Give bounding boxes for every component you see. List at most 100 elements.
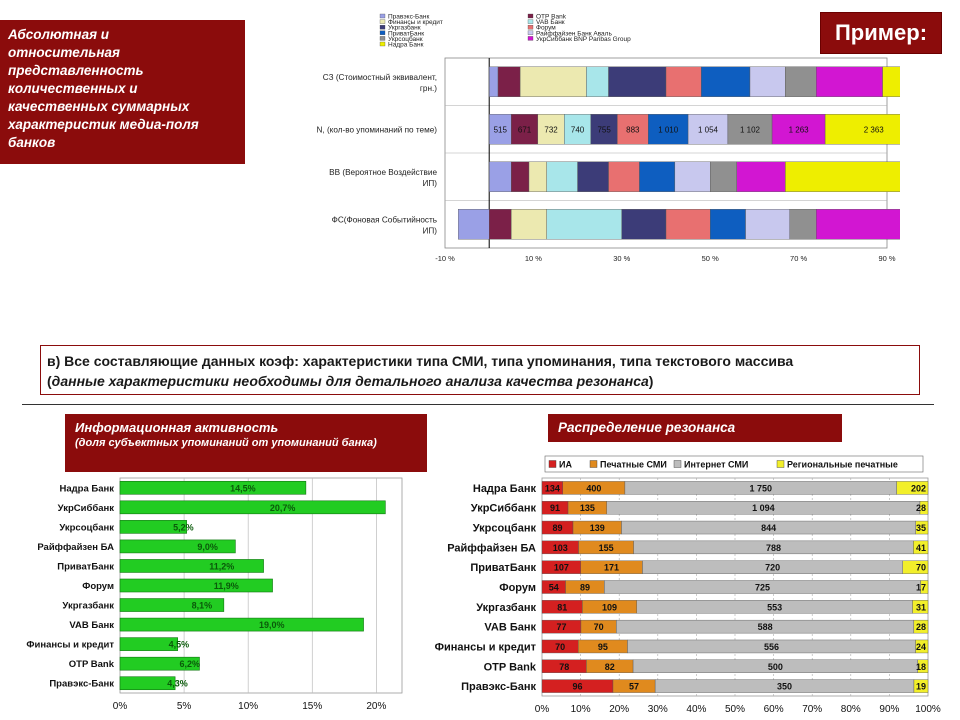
right-bar-label: 1 094: [752, 503, 775, 513]
right-bar-label: 89: [580, 583, 590, 593]
legend-swatch: [548, 460, 557, 468]
right-bar-label: 70: [594, 622, 604, 632]
top-bar-segment: [701, 66, 751, 97]
right-bar-label: 134: [545, 483, 560, 493]
legend-swatch: [673, 460, 682, 468]
top-bar-segment: [458, 209, 490, 240]
section-subtitle-line: (данные характеристики необходимы для де…: [47, 371, 913, 391]
left-category-label: Надра Банк: [59, 483, 114, 494]
left-category-label: Райффайзен БА: [37, 542, 114, 553]
left-category-label: VAB Банк: [69, 620, 114, 631]
left-category-label: Правэкс-Банк: [49, 679, 114, 690]
left-bar-label: 8,1%: [192, 601, 213, 611]
top-xtick-label: -10 %: [435, 254, 455, 263]
top-bar-segment: [785, 66, 817, 97]
left-bar-label: 5,2%: [173, 522, 194, 532]
top-bar-segment: [546, 161, 578, 192]
left-category-label: УкрСиббанк: [58, 503, 115, 514]
left-bar-label: 9,0%: [197, 542, 218, 552]
legend-swatch: [379, 30, 386, 35]
left-xtick-label: 5%: [177, 701, 192, 712]
legend-label: Правэкс-Банк: [388, 14, 429, 21]
top-bar-segment: [745, 209, 790, 240]
right-bar-label: 155: [599, 543, 614, 553]
right-bar-label: 95: [598, 642, 608, 652]
left-bar-label: 4,3%: [167, 679, 188, 689]
right-bar-label: 89: [553, 523, 563, 533]
top-bar-segment: [882, 66, 900, 97]
left-bar: [119, 500, 386, 515]
right-bar-label: 82: [605, 662, 615, 672]
left-bar: [119, 656, 200, 671]
legend-swatch: [379, 19, 386, 24]
top-category-label: СЗ (Стоимостный эквивалент,: [323, 73, 437, 82]
top-bar-segment: [710, 209, 746, 240]
right-bar-label: 588: [758, 622, 773, 632]
top-bar-segment: [736, 161, 786, 192]
right-bar-label: 350: [777, 682, 792, 692]
right-bar-label: 103: [553, 543, 568, 553]
legend-label: Финансы и кредит: [388, 19, 443, 26]
left-xtick-label: 15%: [302, 701, 322, 712]
resonance-box: Распределение резонанса: [548, 414, 842, 442]
left-bar-label: 11,9%: [214, 581, 239, 591]
top-category-label: N, (кол-во упоминаний по теме): [316, 125, 437, 134]
top-bar-segment: [590, 114, 618, 145]
top-bar-segment: [749, 66, 786, 97]
top-bar-segment: [586, 66, 609, 97]
left-category-label: Форум: [82, 581, 114, 592]
top-bar-segment: [665, 66, 702, 97]
right-bar-segment: [913, 679, 929, 693]
top-bar-segment: [488, 66, 499, 97]
top-stacked-chart: Правэкс-Банк ОТР Bank Финансы и кредит VAB …: [316, 13, 900, 263]
right-bar-label: 107: [554, 563, 569, 573]
top-bar-segment: [546, 209, 623, 240]
left-bar: [119, 598, 225, 612]
top-bar-segment: [687, 114, 729, 145]
top-category-label: ИП): [423, 226, 438, 235]
top-bar-label: 2 363: [864, 125, 885, 134]
intro-line: количественных и: [8, 81, 138, 96]
top-bar-segment: [497, 66, 521, 97]
legend-label: Надра Банк: [388, 42, 424, 49]
right-bar-label: 77: [556, 622, 566, 632]
right-bar-segment: [919, 501, 929, 515]
paren-open: (: [47, 373, 52, 389]
legend-label: Укрсоцбанк: [388, 35, 423, 43]
top-bar-segment: [710, 161, 737, 192]
left-bar: [119, 617, 364, 632]
left-bar-label: 4,5%: [169, 640, 190, 650]
legend-swatch: [527, 13, 534, 19]
right-bar-label: 400: [586, 483, 601, 493]
top-bar-label: 883: [626, 125, 640, 134]
top-bar-label: 1 054: [698, 125, 719, 134]
right-category-label: Укргазбанк: [476, 602, 536, 614]
right-bar-label: 28: [916, 622, 926, 632]
right-bar-segment: [896, 481, 929, 495]
legend-swatch: [379, 41, 386, 47]
legend-swatch: [527, 25, 534, 30]
top-bar-segment: [617, 114, 649, 145]
right-xtick-label: 10%: [571, 704, 591, 715]
right-bar-label: 57: [629, 682, 639, 692]
left-bar: [119, 520, 187, 534]
right-bar-label: 35: [916, 523, 926, 533]
right-category-label: Правэкс-Банк: [461, 681, 536, 693]
left-category-label: Укргазбанк: [62, 601, 114, 612]
top-bar-label: 671: [518, 125, 532, 134]
right-bar-segment: [915, 520, 929, 535]
top-bar-label: 515: [494, 125, 508, 134]
left-xtick-label: 0%: [113, 701, 128, 712]
right-category-label: Финансы и кредит: [435, 641, 537, 653]
left-category-label: Укрсоцбанк: [59, 522, 114, 533]
right-bar-segment: [920, 580, 929, 594]
info-title: Информационная активность: [75, 420, 279, 435]
top-category-label: ВВ (Вероятное Воздействие: [329, 168, 437, 177]
right-bar-label: 720: [765, 563, 780, 573]
legend-swatch: [379, 25, 386, 30]
right-bar-label: 1 750: [750, 483, 773, 493]
right-category-label: УкрСиббанк: [471, 503, 537, 515]
left-xtick-label: 20%: [366, 701, 386, 712]
right-bar-label: 556: [764, 642, 779, 652]
right-category-label: VAB Банк: [484, 622, 536, 634]
